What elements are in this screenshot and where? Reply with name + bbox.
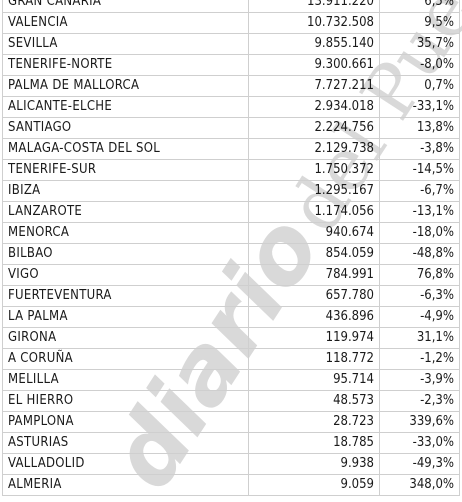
table-row: VIGO 784.991 76,8%: [2, 264, 460, 286]
change-percent-cell: -6,7%: [379, 180, 460, 202]
change-percent-cell: 31,1%: [379, 327, 460, 349]
change-percent-cell: -1,2%: [379, 348, 460, 370]
change-percent-cell: -3,9%: [379, 369, 460, 391]
passengers-cell: 2.224.756: [248, 117, 380, 139]
airport-name-cell: TENERIFE-NORTE: [2, 54, 249, 76]
table-row: LA PALMA 436.896 -4,9%: [2, 306, 460, 328]
table-row: GRAN CANARIA 13.911.220 6,5%: [2, 0, 460, 13]
change-percent-cell: -2,3%: [379, 390, 460, 412]
table-row: GIRONA 119.974 31,1%: [2, 327, 460, 349]
passengers-cell: 13.911.220: [248, 0, 380, 13]
table-row: A CORUÑA 118.772 -1,2%: [2, 348, 460, 370]
table-row: FUERTEVENTURA 657.780 -6,3%: [2, 285, 460, 307]
table-row: SEVILLA 9.855.140 35,7%: [2, 33, 460, 55]
passengers-cell: 119.974: [248, 327, 380, 349]
airport-name-cell: ALMERIA: [2, 474, 249, 496]
airport-name-cell: IBIZA: [2, 180, 249, 202]
airport-name-cell: MELILLA: [2, 369, 249, 391]
passengers-cell: 95.714: [248, 369, 380, 391]
change-percent-cell: -3,8%: [379, 138, 460, 160]
change-percent-cell: 6,5%: [379, 0, 460, 13]
change-percent-cell: 9,5%: [379, 12, 460, 34]
airport-name-cell: MENORCA: [2, 222, 249, 244]
table-row: IBIZA 1.295.167 -6,7%: [2, 180, 460, 202]
passengers-cell: 657.780: [248, 285, 380, 307]
passengers-cell: 2.129.738: [248, 138, 380, 160]
airport-name-cell: GIRONA: [2, 327, 249, 349]
table-row: PAMPLONA 28.723 339,6%: [2, 411, 460, 433]
airport-name-cell: ALICANTE-ELCHE: [2, 96, 249, 118]
airport-name-cell: FUERTEVENTURA: [2, 285, 249, 307]
airport-name-cell: BILBAO: [2, 243, 249, 265]
change-percent-cell: -4,9%: [379, 306, 460, 328]
airport-name-cell: TENERIFE-SUR: [2, 159, 249, 181]
change-percent-cell: -49,3%: [379, 453, 460, 475]
airport-passenger-table: GRAN CANARIA 13.911.220 6,5% VALENCIA 10.732…: [2, 0, 460, 496]
change-percent-cell: -33,1%: [379, 96, 460, 118]
airport-name-cell: EL HIERRO: [2, 390, 249, 412]
table-row: LANZAROTE 1.174.056 -13,1%: [2, 201, 460, 223]
table-body: GRAN CANARIA 13.911.220 6,5% VALENCIA 10.732…: [2, 0, 460, 496]
passengers-cell: 854.059: [248, 243, 380, 265]
change-percent-cell: -6,3%: [379, 285, 460, 307]
change-percent-cell: -18,0%: [379, 222, 460, 244]
airport-name-cell: LA PALMA: [2, 306, 249, 328]
change-percent-cell: -14,5%: [379, 159, 460, 181]
airport-name-cell: LANZAROTE: [2, 201, 249, 223]
table-row: ASTURIAS 18.785 -33,0%: [2, 432, 460, 454]
passengers-cell: 2.934.018: [248, 96, 380, 118]
airport-name-cell: PAMPLONA: [2, 411, 249, 433]
change-percent-cell: 0,7%: [379, 75, 460, 97]
passengers-cell: 940.674: [248, 222, 380, 244]
passengers-cell: 1.750.372: [248, 159, 380, 181]
passengers-cell: 9.300.661: [248, 54, 380, 76]
passengers-cell: 28.723: [248, 411, 380, 433]
change-percent-cell: -8,0%: [379, 54, 460, 76]
table-row: ALICANTE-ELCHE 2.934.018 -33,1%: [2, 96, 460, 118]
table-row: MELILLA 95.714 -3,9%: [2, 369, 460, 391]
airport-name-cell: SEVILLA: [2, 33, 249, 55]
airport-name-cell: VALENCIA: [2, 12, 249, 34]
change-percent-cell: 35,7%: [379, 33, 460, 55]
passengers-cell: 9.855.140: [248, 33, 380, 55]
change-percent-cell: 339,6%: [379, 411, 460, 433]
table-row: BILBAO 854.059 -48,8%: [2, 243, 460, 265]
passengers-cell: 436.896: [248, 306, 380, 328]
airport-name-cell: MALAGA-COSTA DEL SOL: [2, 138, 249, 160]
passengers-cell: 1.174.056: [248, 201, 380, 223]
airport-name-cell: SANTIAGO: [2, 117, 249, 139]
passengers-cell: 10.732.508: [248, 12, 380, 34]
table-row: SANTIAGO 2.224.756 13,8%: [2, 117, 460, 139]
table-row: ALMERIA 9.059 348,0%: [2, 474, 460, 496]
passengers-cell: 9.059: [248, 474, 380, 496]
passengers-cell: 118.772: [248, 348, 380, 370]
airport-name-cell: PALMA DE MALLORCA: [2, 75, 249, 97]
passengers-cell: 9.938: [248, 453, 380, 475]
airport-name-cell: A CORUÑA: [2, 348, 249, 370]
change-percent-cell: 76,8%: [379, 264, 460, 286]
change-percent-cell: -48,8%: [379, 243, 460, 265]
table-row: VALLADOLID 9.938 -49,3%: [2, 453, 460, 475]
passengers-cell: 18.785: [248, 432, 380, 454]
airport-name-cell: VALLADOLID: [2, 453, 249, 475]
airport-name-cell: GRAN CANARIA: [2, 0, 249, 13]
passengers-cell: 784.991: [248, 264, 380, 286]
table-row: EL HIERRO 48.573 -2,3%: [2, 390, 460, 412]
table-row: TENERIFE-SUR 1.750.372 -14,5%: [2, 159, 460, 181]
passengers-cell: 48.573: [248, 390, 380, 412]
table-row: PALMA DE MALLORCA 7.727.211 0,7%: [2, 75, 460, 97]
change-percent-cell: -33,0%: [379, 432, 460, 454]
table-row: TENERIFE-NORTE 9.300.661 -8,0%: [2, 54, 460, 76]
change-percent-cell: 348,0%: [379, 474, 460, 496]
airport-name-cell: VIGO: [2, 264, 249, 286]
table-row: VALENCIA 10.732.508 9,5%: [2, 12, 460, 34]
change-percent-cell: -13,1%: [379, 201, 460, 223]
change-percent-cell: 13,8%: [379, 117, 460, 139]
passengers-cell: 7.727.211: [248, 75, 380, 97]
passengers-cell: 1.295.167: [248, 180, 380, 202]
table-row: MALAGA-COSTA DEL SOL 2.129.738 -3,8%: [2, 138, 460, 160]
table-row: MENORCA 940.674 -18,0%: [2, 222, 460, 244]
airport-name-cell: ASTURIAS: [2, 432, 249, 454]
